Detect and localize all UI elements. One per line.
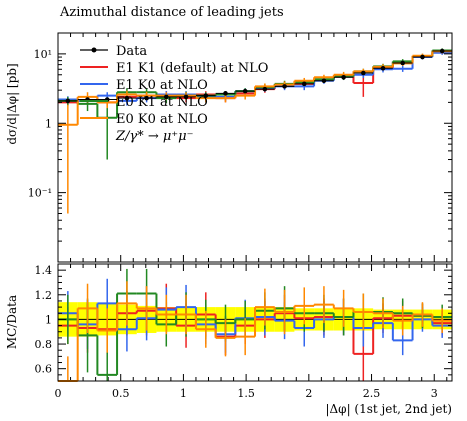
data-point [144,95,149,101]
data-point [380,65,386,71]
legend-label: E0 K1 at NLO [116,95,208,110]
ratio-panel: 0 0.5 1 1.5 2 2.5 3 0.6 0.8 1 1.2 1.4 [35,33,453,400]
data-point [439,48,445,54]
y-tick-label: 0.6 [35,363,53,376]
x-tick-label: 0 [55,387,62,400]
y-axis-label-main: dσ/d|Δφ| [pb] [5,63,19,144]
series-e0-k0-at-nlo [58,281,452,382]
x-tick-label: 0.5 [112,387,130,400]
data-point [124,95,130,101]
y-tick-label: 10¹ [34,48,52,61]
legend-marker [91,47,97,53]
main-panel-frame [57,32,453,263]
y-tick-label: 1 [45,117,52,130]
legend: Data E1 K1 (default) at NLO E1 K0 at NLO E0… [80,44,268,144]
legend-label: E0 K0 at NLO [116,112,208,127]
data-point [223,91,228,96]
x-tick-label: 1 [180,387,187,400]
y-tick-label: 1.2 [35,289,53,302]
data-point [65,98,71,104]
x-tick-label: 2 [305,387,312,400]
data-point [400,60,405,66]
legend-label: E1 K0 at NLO [116,78,208,93]
data-point [183,94,189,100]
data-point [341,74,346,80]
series-data [58,48,452,104]
data-point [301,81,307,87]
y-tick-label: 1.4 [35,264,53,277]
legend-label: Data [116,44,147,59]
data-point [203,93,209,98]
y-tick-label: 10⁻¹ [28,187,52,200]
data-point [163,94,169,100]
data-point [321,78,327,84]
x-tick-label: 3 [431,387,438,400]
y-tick-label: 1 [45,313,52,326]
data-point [361,70,366,76]
y-axis-label-ratio: MC/Data [5,295,19,349]
x-tick-label: 1.5 [237,387,255,400]
ratio-panel-frame [57,263,453,382]
y-tick-label: 0.8 [35,338,53,351]
data-point [282,84,287,89]
data-point [262,86,268,92]
main-panel: 10⁻¹ 1 10¹ Data E1 K1 (default) at NLO E1 K0 … [28,32,453,381]
legend-label: E1 K1 (default) at NLO [116,61,268,76]
data-point [420,54,425,60]
data-point [242,88,248,94]
process-annotation: Z/γ* → μ⁺μ⁻ [115,129,193,144]
x-axis-label: |Δφ| (1st jet, 2nd jet) [325,402,452,416]
x-tick-label: 2.5 [363,387,381,400]
chart-title: Azimuthal distance of leading jets [59,5,284,20]
